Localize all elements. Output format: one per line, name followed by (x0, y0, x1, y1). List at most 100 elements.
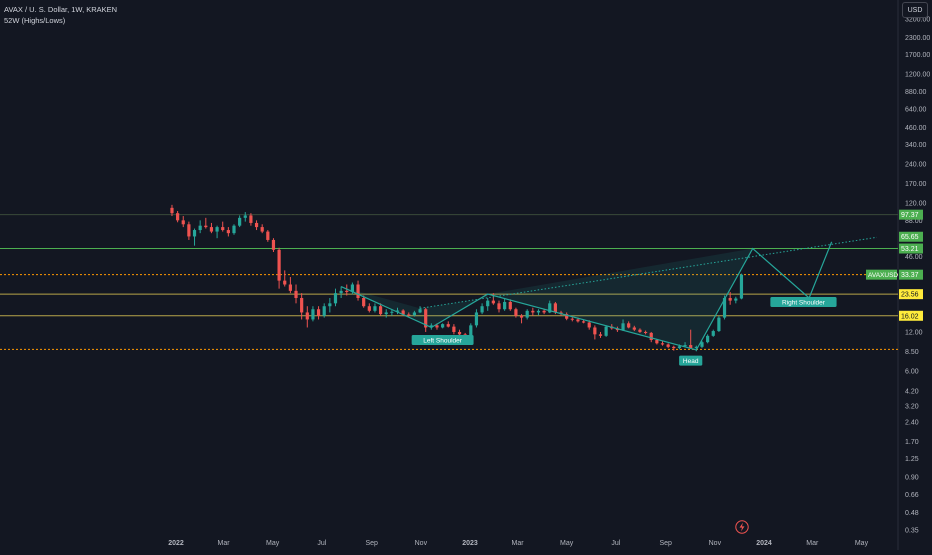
y-tick-label: 240.00 (905, 162, 927, 169)
indicator-title[interactable]: 52W (Highs/Lows) (4, 16, 66, 25)
candle-body (469, 325, 473, 337)
x-tick-label: Mar (806, 540, 819, 547)
candle-body (655, 339, 659, 344)
price-badge-label: 33.37 (901, 272, 919, 279)
x-tick-label: Nov (709, 540, 722, 547)
y-tick-label: 460.00 (905, 125, 927, 132)
candle-body (333, 293, 338, 304)
candle-body (503, 301, 507, 310)
price-badge-label: 23.56 (901, 292, 919, 299)
candle-body (666, 344, 670, 347)
y-tick-label: 4.20 (905, 388, 919, 395)
candle-body (271, 239, 276, 250)
y-tick-label: 0.35 (905, 528, 919, 535)
x-tick-label: Jul (611, 540, 620, 547)
candle-body (350, 284, 354, 292)
candle-body (277, 249, 281, 281)
candle-body (497, 303, 501, 310)
chart-legend: AVAX / U. S. Dollar, 1W, KRAKEN 52W (Hig… (4, 4, 117, 26)
y-tick-label: 0.90 (905, 475, 919, 482)
symbol-tag-box (866, 269, 897, 280)
candle-body (734, 298, 738, 301)
candle-body (209, 227, 214, 232)
candle-body (384, 312, 388, 315)
candle-body (706, 335, 710, 343)
y-tick-label: 1700.00 (905, 52, 930, 59)
x-tick-label: 2024 (756, 540, 772, 547)
x-tick-label: 2023 (462, 540, 478, 547)
currency-button[interactable]: USD (902, 2, 928, 18)
pattern-label: Right Shoulder (782, 299, 826, 306)
y-tick-label: 0.48 (905, 510, 919, 517)
x-tick-label: Mar (217, 540, 230, 547)
y-tick-label: 8.50 (905, 349, 919, 356)
candle-body (395, 310, 400, 312)
x-tick-label: Sep (365, 540, 378, 547)
x-tick-label: Mar (511, 540, 524, 547)
price-badge-label: 65.65 (901, 234, 919, 241)
candle-body (649, 332, 653, 340)
candle-body (322, 306, 326, 316)
candle-body (722, 298, 727, 318)
y-tick-label: 1.25 (905, 456, 919, 463)
candle-body (238, 217, 242, 226)
candle-body (221, 227, 225, 231)
candle-body (204, 225, 208, 228)
x-tick-label: 2022 (168, 540, 184, 547)
candle-body (598, 334, 603, 336)
candle-body (672, 346, 676, 349)
candle-body (452, 326, 456, 332)
candle-body (593, 327, 597, 335)
candle-body (294, 290, 298, 299)
candle-body (362, 298, 366, 307)
candle-body (689, 345, 693, 349)
x-tick-label: May (855, 540, 869, 547)
y-tick-label: 1200.00 (905, 71, 930, 78)
candle-body (514, 309, 518, 316)
candle-body (480, 306, 484, 313)
candle-body (283, 280, 287, 285)
candle-body (339, 290, 343, 294)
candle-body (249, 215, 253, 223)
candle-body (378, 306, 383, 315)
candle-body (717, 317, 721, 332)
candle-body (638, 329, 642, 332)
x-tick-label: May (560, 540, 574, 547)
x-tick-label: Nov (415, 540, 428, 547)
y-tick-label: 88.00 (905, 218, 923, 225)
candle-body (508, 301, 512, 310)
symbol-tag: AVAXUSD (868, 272, 898, 279)
candle-body (215, 227, 219, 232)
candle-body (226, 230, 230, 234)
candle-body (711, 331, 715, 336)
candle-body (587, 322, 591, 328)
candle-body (192, 230, 197, 237)
candle-body (683, 345, 687, 347)
candle-body (187, 224, 191, 237)
candle-body (576, 319, 580, 322)
candle-body (694, 346, 698, 349)
candle-body (260, 227, 264, 232)
x-tick-label: Jul (317, 540, 326, 547)
y-tick-label: 880.00 (905, 89, 927, 96)
candle-body (536, 310, 541, 313)
candle-body (660, 343, 665, 345)
price-badge-label: 53.21 (901, 246, 919, 253)
candle-body (424, 309, 428, 328)
candle-body (176, 213, 180, 221)
candle-body (446, 324, 450, 327)
candle-body (418, 309, 422, 313)
candle-body (356, 284, 360, 299)
candle-body (198, 225, 202, 231)
candle-body (604, 326, 608, 336)
candle-body (367, 306, 371, 311)
symbol-title[interactable]: AVAX / U. S. Dollar, 1W, KRAKEN (4, 5, 118, 14)
candle-body (311, 309, 315, 320)
candle-body (243, 215, 247, 218)
candle-body (401, 310, 405, 315)
pattern-fill-left (341, 286, 488, 328)
candle-body (407, 314, 411, 316)
lightning-logo-icon[interactable] (735, 520, 749, 534)
